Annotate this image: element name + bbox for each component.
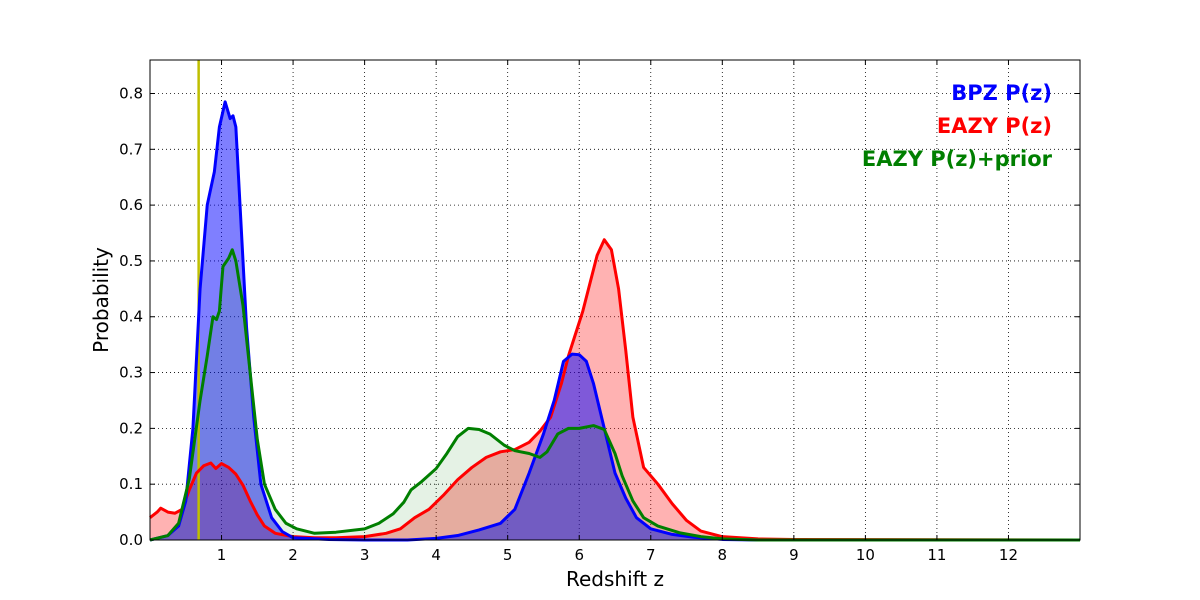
x-tick-label: 10 (856, 546, 875, 564)
series-fill-eazy-p-z-prior (150, 249, 1080, 540)
x-axis-label: Redshift z (566, 567, 664, 591)
y-tick-label: 0.7 (119, 140, 143, 158)
y-tick-label: 0.5 (119, 252, 143, 270)
x-tick-label: 4 (431, 546, 441, 564)
y-tick-label: 0.1 (119, 475, 143, 493)
y-axis-label: Probability (89, 247, 113, 353)
x-tick-label: 11 (927, 546, 946, 564)
series-line-eazy-p-z (149, 238, 1081, 542)
legend-label-eazy-p-z: EAZY P(z) (937, 114, 1052, 138)
x-tick-label: 9 (789, 546, 799, 564)
legend: BPZ P(z) EAZY P(z) EAZY P(z)+prior (862, 81, 1053, 171)
x-tick-label: 6 (574, 546, 584, 564)
x-tick-label: 2 (288, 546, 298, 564)
y-tick-label: 0.3 (119, 364, 143, 382)
x-tick-label: 1 (217, 546, 227, 564)
y-tick-label: 0.4 (119, 308, 143, 326)
axis-ticks (150, 60, 1080, 541)
y-tick-label: 0.8 (119, 84, 143, 102)
y-tick-label: 0.6 (119, 196, 143, 214)
series-fill-eazy-p-z (150, 239, 1080, 540)
series-line-eazy-p-z-prior (149, 248, 1080, 542)
y-tick-label: 0.2 (119, 419, 143, 437)
series-fill-bpz-p-z (150, 101, 1080, 541)
x-tick-label: 7 (646, 546, 656, 564)
plot-frame (149, 59, 1081, 541)
x-tick-label: 12 (999, 546, 1018, 564)
legend-label-bpz-p-z: BPZ P(z) (951, 81, 1052, 105)
axis-tick-labels: 1 2 3 4 5 6 7 8 9 10 11 120.00.10.20.30.40.50.60.70… (119, 84, 1018, 564)
legend-label-eazy-p-z-prior: EAZY P(z)+prior (862, 147, 1053, 171)
x-tick-label: 8 (718, 546, 728, 564)
x-tick-label: 3 (360, 546, 370, 564)
series-fills (150, 101, 1080, 541)
y-tick-label: 0.0 (119, 531, 143, 549)
x-tick-label: 5 (503, 546, 513, 564)
